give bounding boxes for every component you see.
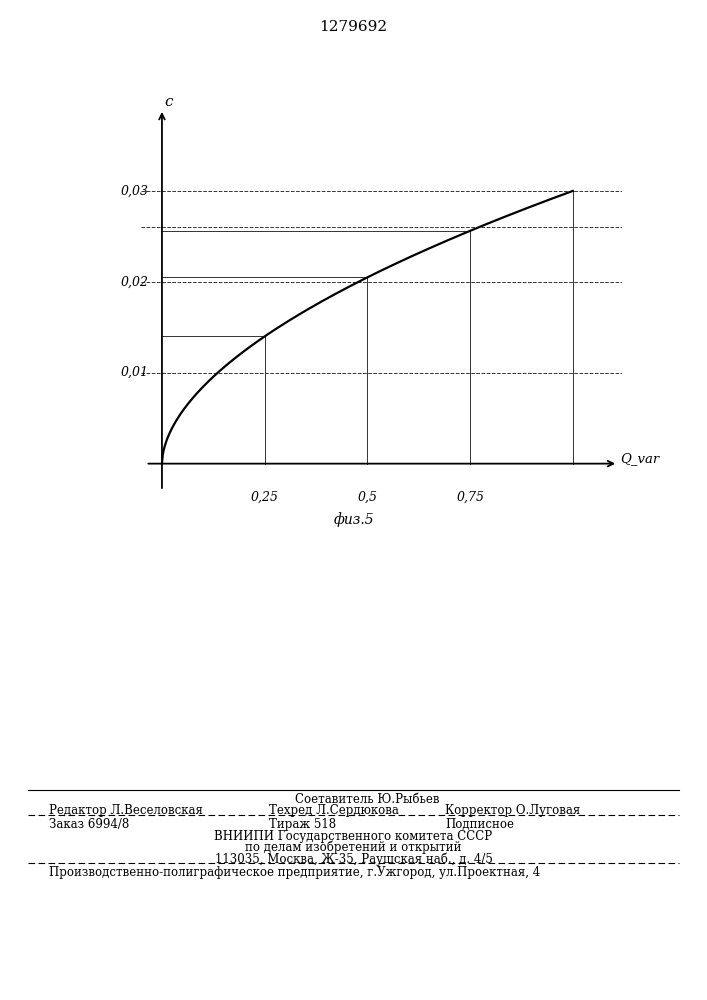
Text: 0,03: 0,03: [121, 184, 148, 197]
Text: Корректор О.Луговая: Корректор О.Луговая: [445, 804, 580, 817]
Text: ВНИИПИ Государственного комитета СССР: ВНИИПИ Государственного комитета СССР: [214, 830, 493, 843]
Text: Тираж 518: Тираж 518: [269, 818, 336, 831]
Text: по делам изобретений и открытий: по делам изобретений и открытий: [245, 841, 462, 854]
Text: Производственно-полиграфическое предприятие, г.Ужгород, ул.Проектная, 4: Производственно-полиграфическое предприя…: [49, 866, 541, 879]
Text: 0,02: 0,02: [121, 275, 148, 288]
Text: Заказ 6994/8: Заказ 6994/8: [49, 818, 130, 831]
Text: 0,5: 0,5: [358, 491, 378, 504]
Text: Редактор Л.Веселовская: Редактор Л.Веселовская: [49, 804, 204, 817]
Text: 0,25: 0,25: [251, 491, 279, 504]
Text: Техред Л.Сердюкова: Техред Л.Сердюкова: [269, 804, 399, 817]
Text: Соетавитель Ю.Рыбьев: Соетавитель Ю.Рыбьев: [296, 793, 440, 806]
Text: 113035, Москва, Ж-35, Раушская наб., д. 4/5: 113035, Москва, Ж-35, Раушская наб., д. …: [214, 852, 493, 865]
Text: 0,75: 0,75: [456, 491, 484, 504]
Text: физ.5: физ.5: [333, 512, 374, 527]
Text: Подписное: Подписное: [445, 818, 515, 831]
Text: 0,01: 0,01: [121, 366, 148, 379]
Text: Q_var: Q_var: [620, 453, 660, 466]
Text: 1279692: 1279692: [320, 20, 387, 34]
Text: c: c: [165, 95, 173, 109]
